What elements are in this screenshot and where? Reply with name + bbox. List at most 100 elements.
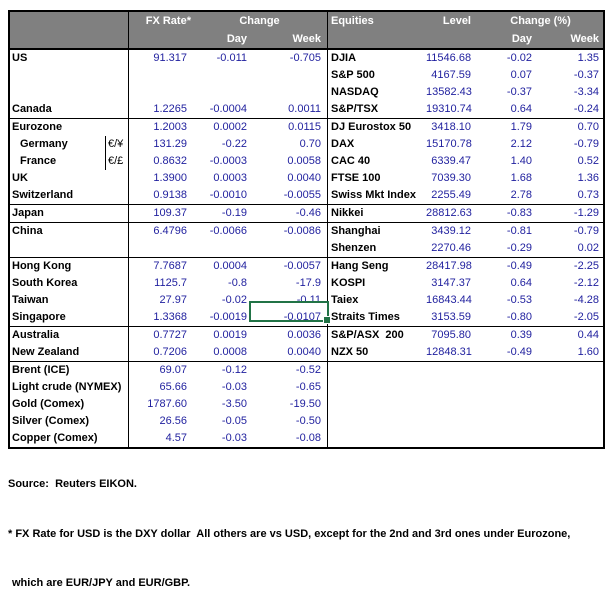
equity-day-change-cell[interactable]: 1.79: [510, 121, 532, 133]
header-eq-day[interactable]: Day: [511, 33, 532, 45]
fx-week-change-cell[interactable]: -0.46: [295, 207, 321, 219]
header-blank-cell[interactable]: [10, 12, 128, 30]
equity-level-cell[interactable]: 15170.78: [426, 138, 472, 150]
country-label[interactable]: Japan: [12, 207, 44, 219]
fx-day-change-cell[interactable]: -0.8: [228, 277, 247, 289]
equity-week-change-cell[interactable]: -1.29: [573, 207, 599, 219]
fx-day-change-cell[interactable]: -0.0010: [209, 189, 247, 201]
equity-label[interactable]: CAC 40: [327, 153, 426, 170]
fx-rate-cell[interactable]: [128, 240, 192, 257]
fx-week-change-cell[interactable]: -0.0057: [283, 260, 321, 272]
equity-level-cell[interactable]: 12848.31: [426, 346, 472, 358]
country-label[interactable]: Silver (Comex): [12, 415, 90, 427]
equity-week-change-cell[interactable]: -0.24: [573, 103, 599, 115]
currency-pair[interactable]: [105, 119, 128, 136]
equity-level-cell[interactable]: 2270.46: [431, 242, 471, 254]
equity-day-change-cell[interactable]: 2.12: [510, 138, 532, 150]
currency-pair[interactable]: €/¥: [105, 136, 128, 153]
fx-week-change-cell[interactable]: -0.52: [295, 364, 321, 376]
header-equities[interactable]: Equities: [327, 12, 426, 30]
header-blank-cell[interactable]: [10, 30, 128, 48]
currency-pair[interactable]: [105, 205, 128, 222]
currency-pair[interactable]: [105, 240, 128, 257]
equity-week-change-cell[interactable]: 0.73: [577, 189, 599, 201]
fx-day-change-cell[interactable]: -0.22: [221, 138, 247, 150]
country-label[interactable]: South Korea: [12, 277, 78, 289]
equity-label[interactable]: Taiex: [327, 292, 426, 309]
fx-day-change-cell[interactable]: [192, 240, 250, 257]
equity-day-change-cell[interactable]: [479, 362, 536, 379]
currency-pair[interactable]: [105, 413, 128, 430]
currency-pair[interactable]: [105, 309, 128, 326]
equity-label[interactable]: S&P 500: [327, 67, 426, 84]
fx-week-change-cell[interactable]: [250, 240, 327, 257]
fx-rate-cell[interactable]: 1125.7: [128, 275, 192, 292]
currency-pair[interactable]: [105, 379, 128, 396]
equity-week-change-cell[interactable]: [536, 379, 602, 396]
fx-day-change-cell[interactable]: -0.02: [221, 294, 247, 306]
fx-week-change-cell[interactable]: 0.70: [299, 138, 321, 150]
fx-week-change-cell[interactable]: -0.705: [289, 52, 321, 64]
country-label[interactable]: China: [12, 225, 43, 237]
equity-level-cell[interactable]: 3418.10: [431, 121, 471, 133]
equity-day-change-cell[interactable]: -0.29: [506, 242, 532, 254]
equity-level-cell[interactable]: 3439.12: [431, 225, 471, 237]
equity-level-cell[interactable]: 7095.80: [431, 329, 471, 341]
equity-week-change-cell[interactable]: -2.05: [573, 311, 599, 323]
fx-rate-cell[interactable]: 0.8632: [128, 153, 192, 170]
equity-week-change-cell[interactable]: 0.70: [577, 121, 599, 133]
currency-pair[interactable]: [105, 50, 128, 67]
equity-day-change-cell[interactable]: -0.02: [506, 52, 532, 64]
currency-pair[interactable]: [105, 170, 128, 187]
country-label[interactable]: [10, 84, 105, 101]
equity-label[interactable]: [327, 413, 426, 430]
equity-week-change-cell[interactable]: [536, 362, 602, 379]
fx-day-change-cell[interactable]: -0.05: [221, 415, 247, 427]
fx-rate-cell[interactable]: 6.4796: [128, 223, 192, 240]
header-eq-week[interactable]: Week: [570, 33, 599, 45]
currency-pair[interactable]: [105, 187, 128, 204]
header-blank-eq[interactable]: [327, 30, 426, 48]
equity-label[interactable]: [327, 396, 426, 413]
fx-day-change-cell[interactable]: [192, 84, 250, 101]
country-label[interactable]: Copper (Comex): [12, 432, 98, 444]
equity-level-cell[interactable]: [426, 396, 479, 413]
equity-label[interactable]: KOSPI: [327, 275, 426, 292]
equity-day-change-cell[interactable]: -0.49: [506, 260, 532, 272]
equity-day-change-cell[interactable]: -0.49: [506, 346, 532, 358]
header-change[interactable]: Change: [239, 15, 280, 27]
equity-label[interactable]: Shenzen: [327, 240, 426, 257]
equity-label[interactable]: [327, 430, 426, 447]
equity-label[interactable]: NASDAQ: [327, 84, 426, 101]
equity-day-change-cell[interactable]: 1.40: [510, 155, 532, 167]
equity-level-cell[interactable]: [426, 362, 479, 379]
equity-label[interactable]: S&P/TSX: [327, 101, 426, 118]
equity-label[interactable]: DJIA: [327, 50, 426, 67]
equity-day-change-cell[interactable]: [479, 379, 536, 396]
equity-level-cell[interactable]: 7039.30: [431, 172, 471, 184]
equity-day-change-cell[interactable]: -0.37: [506, 86, 532, 98]
country-label[interactable]: Singapore: [12, 311, 66, 323]
fx-rate-cell[interactable]: 1.2003: [128, 119, 192, 136]
fx-week-change-cell[interactable]: 0.0058: [287, 155, 321, 167]
equity-week-change-cell[interactable]: -0.79: [573, 138, 599, 150]
currency-pair[interactable]: [105, 67, 128, 84]
currency-pair[interactable]: [105, 362, 128, 379]
fx-day-change-cell[interactable]: 0.0004: [213, 260, 247, 272]
equity-week-change-cell[interactable]: 1.60: [577, 346, 599, 358]
fx-rate-cell[interactable]: 4.57: [128, 430, 192, 447]
equity-day-change-cell[interactable]: 0.64: [510, 277, 532, 289]
equity-level-cell[interactable]: 28417.98: [426, 260, 472, 272]
equity-day-change-cell[interactable]: 1.68: [510, 172, 532, 184]
header-blank-fx[interactable]: [128, 30, 192, 48]
fx-week-change-cell[interactable]: [250, 84, 327, 101]
country-label[interactable]: Light crude (NYMEX): [12, 381, 122, 393]
fx-day-change-cell[interactable]: 0.0008: [213, 346, 247, 358]
equity-day-change-cell[interactable]: 0.07: [510, 69, 532, 81]
fx-week-change-cell[interactable]: -0.50: [295, 415, 321, 427]
fx-day-change-cell[interactable]: -0.03: [221, 381, 247, 393]
fx-week-change-cell[interactable]: 0.0011: [288, 103, 321, 115]
fx-rate-cell[interactable]: 0.9138: [128, 187, 192, 204]
fx-rate-cell[interactable]: 1.2265: [128, 101, 192, 118]
fx-day-change-cell[interactable]: 0.0003: [213, 172, 247, 184]
